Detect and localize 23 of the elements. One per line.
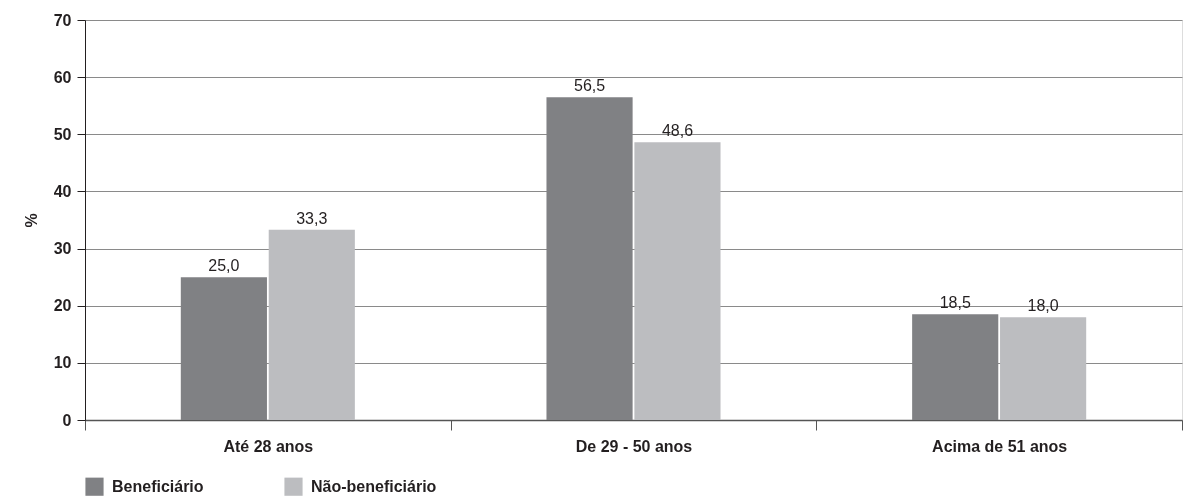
x-tick-label: Até 28 anos	[223, 437, 314, 455]
bar	[634, 142, 721, 420]
x-tick-label: De 29 - 50 anos	[575, 437, 693, 455]
data-label: 25,0	[208, 257, 240, 275]
data-label: 33,3	[296, 209, 328, 227]
x-tick-label: Acima de 51 anos	[932, 437, 1068, 455]
data-label: 18,0	[1027, 297, 1059, 315]
data-label: 18,5	[939, 294, 971, 312]
y-axis-title: %	[22, 213, 40, 228]
y-tick-label: 40	[53, 182, 72, 200]
legend-label: Não-beneficiário	[311, 477, 437, 495]
y-tick-label: 50	[53, 125, 72, 143]
y-tick-label: 10	[53, 354, 72, 372]
y-tick-label: 30	[53, 240, 72, 258]
bar	[1000, 317, 1087, 420]
y-tick-label: 20	[53, 297, 72, 315]
y-tick-label: 70	[53, 11, 72, 29]
data-label: 56,5	[573, 77, 606, 95]
data-label: 48,6	[661, 122, 694, 140]
y-tick-label: 0	[62, 411, 72, 429]
legend-label: Beneficiário	[112, 477, 204, 495]
y-tick-label: 60	[53, 68, 72, 86]
bar	[268, 229, 355, 420]
